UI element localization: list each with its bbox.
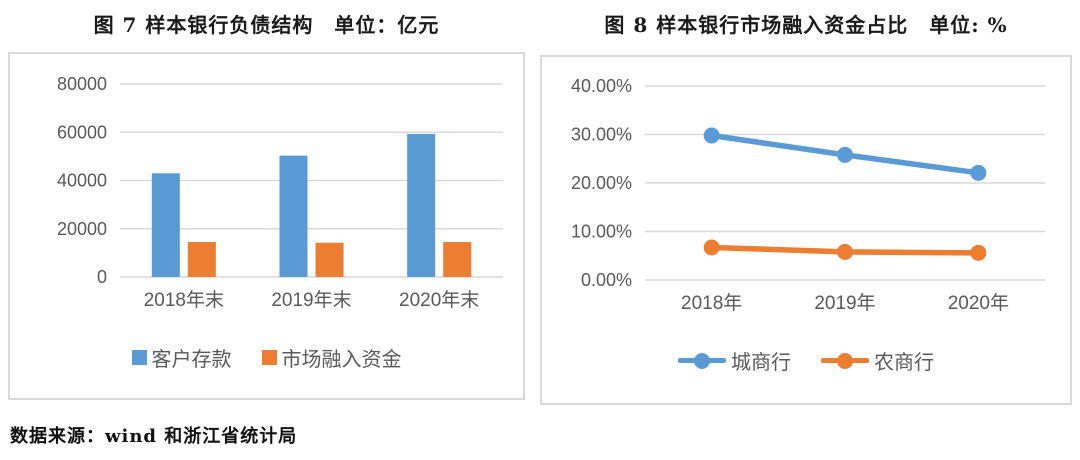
legend-item-market-funding: 市场融入资金	[261, 343, 402, 372]
line-chart-svg: 0.00% 10.00% 20.00% 30.00% 40.00% 2018年 2019年 2…	[571, 76, 1045, 314]
legend-item-rural-banks: 农商行	[821, 346, 934, 375]
line-chart-title: 图 8 样本银行市场融入资金占比 单位: %	[604, 13, 1008, 37]
legend-label: 市场融入资金	[281, 349, 402, 371]
svg-text:40000: 40000	[57, 171, 107, 191]
orange-square-icon	[261, 350, 277, 365]
svg-text:80000: 80000	[57, 74, 107, 94]
bar-chart-title: 图 7 样本银行负债结构 单位：亿元	[93, 13, 440, 37]
legend-label: 客户存款	[151, 349, 232, 371]
line-chart-panel: 0.00% 10.00% 20.00% 30.00% 40.00% 2018年 2019年 2…	[540, 55, 1072, 405]
svg-text:20.00%: 20.00%	[571, 173, 632, 193]
svg-text:0: 0	[97, 267, 107, 287]
svg-text:60000: 60000	[57, 122, 107, 142]
svg-text:10.00%: 10.00%	[571, 222, 632, 242]
svg-text:2020年末: 2020年末	[399, 289, 479, 311]
svg-text:20000: 20000	[57, 219, 107, 239]
blue-square-icon	[131, 350, 147, 365]
legend-label: 城商行	[731, 352, 791, 374]
svg-text:30.00%: 30.00%	[571, 125, 632, 145]
line-chart-legend: 城商行 农商行	[542, 346, 1070, 375]
bar-chart-panel: 0 20000 40000 60000 80000 2018年末 2019年末 2020年末 …	[8, 52, 525, 400]
legend-item-city-banks: 城商行	[678, 346, 791, 375]
svg-text:40.00%: 40.00%	[571, 76, 632, 96]
svg-text:2019年: 2019年	[814, 292, 875, 314]
svg-text:2019年末: 2019年末	[271, 289, 351, 311]
data-source-note: 数据来源：wind 和浙江省统计局	[10, 426, 298, 447]
svg-text:2018年: 2018年	[681, 292, 742, 314]
bar-chart-svg: 0 20000 40000 60000 80000 2018年末 2019年末 2020年末	[57, 74, 503, 311]
svg-text:2018年末: 2018年末	[144, 289, 224, 311]
svg-text:0.00%: 0.00%	[581, 270, 632, 290]
legend-label: 农商行	[874, 352, 934, 374]
bar-chart-legend: 客户存款 市场融入资金	[10, 343, 523, 372]
blue-line-marker-icon	[678, 352, 726, 369]
legend-item-customer-deposits: 客户存款	[131, 343, 232, 372]
svg-text:2020年: 2020年	[948, 292, 1009, 314]
orange-line-marker-icon	[821, 352, 869, 369]
